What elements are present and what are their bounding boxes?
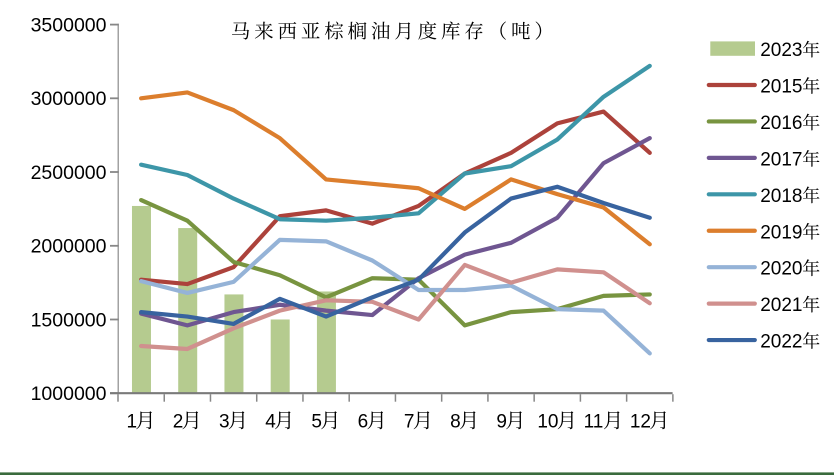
svg-text:1500000: 1500000 [31, 309, 107, 331]
svg-text:2500000: 2500000 [31, 162, 107, 184]
svg-text:1000000: 1000000 [31, 383, 107, 405]
svg-text:2: 2 [173, 412, 184, 433]
svg-text:2022: 2022 [760, 332, 802, 353]
svg-text:5: 5 [311, 412, 322, 433]
svg-text:2017: 2017 [760, 149, 802, 170]
svg-text:3: 3 [219, 412, 230, 433]
svg-text:12: 12 [630, 412, 651, 433]
svg-text:2019: 2019 [760, 222, 802, 243]
svg-text:7: 7 [404, 412, 415, 433]
svg-text:2021: 2021 [760, 295, 802, 316]
svg-text:8: 8 [450, 412, 461, 433]
svg-text:9: 9 [496, 412, 507, 433]
svg-text:4: 4 [265, 412, 276, 433]
svg-text:2000000: 2000000 [31, 236, 107, 258]
svg-text:3000000: 3000000 [31, 88, 107, 110]
svg-text:2023: 2023 [760, 40, 802, 61]
svg-text:2016: 2016 [760, 113, 802, 134]
svg-text:10: 10 [537, 412, 558, 433]
svg-text:1: 1 [126, 412, 137, 433]
svg-text:2018: 2018 [760, 186, 802, 207]
svg-text:11: 11 [584, 412, 604, 433]
svg-text:2020: 2020 [760, 259, 802, 280]
svg-text:3500000: 3500000 [31, 15, 107, 37]
svg-text:6: 6 [358, 412, 369, 433]
svg-text:2015: 2015 [760, 77, 802, 98]
